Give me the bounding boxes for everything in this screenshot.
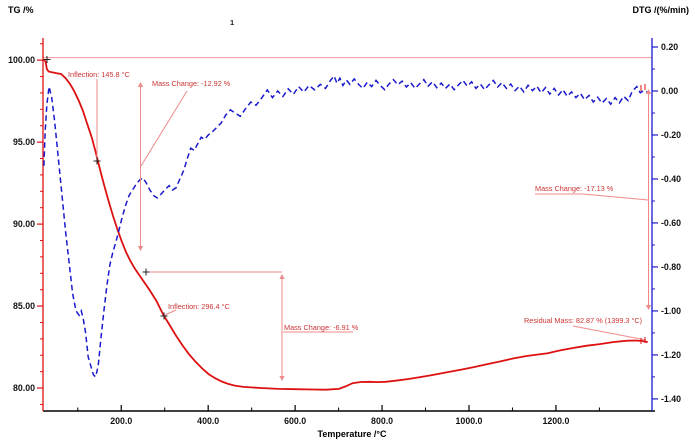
chart-text: -0.60 [661, 218, 681, 228]
chart-text: -0.80 [661, 262, 681, 272]
chart-text: -0.20 [661, 130, 681, 140]
annotation-mass-change-1: Mass Change: -12.92 % [152, 79, 231, 88]
chart-text: 600.0 [284, 416, 306, 426]
chart-text: 0.20 [661, 42, 678, 52]
left-axis-tg: 100.00 95.00 90.00 85.00 80.00 [8, 38, 44, 411]
chart-text: -1.20 [661, 350, 681, 360]
chart-text: 800.0 [371, 416, 393, 426]
tg-curve [43, 58, 648, 391]
annotation-residual-mass: Residual Mass: 82.87 % (1399.3 °C) [524, 316, 642, 325]
chart-text: 100.00 [8, 55, 35, 65]
chart-text: 90.00 [13, 219, 35, 229]
chart-text: 85.00 [13, 301, 35, 311]
chart-text: -1.40 [661, 394, 681, 404]
annotation-inflection-2: Inflection: 296.4 °C [168, 302, 230, 311]
chart-text: 400.0 [197, 416, 219, 426]
curve-number-label: 1 [230, 18, 235, 27]
chart-text: 0.00 [661, 86, 678, 96]
left-axis-title: TG /% [8, 5, 34, 15]
annotation-mass-change-3: Mass Change: -17.13 % [535, 184, 614, 193]
chart-text: -1.00 [661, 306, 681, 316]
chart-text: 1000.0 [456, 416, 483, 426]
chart-text: 1200.0 [542, 416, 569, 426]
annotation-inflection-1: Inflection: 145.8 °C [68, 70, 130, 79]
chart-text: -0.40 [661, 174, 681, 184]
x-axis-title: Temperature /°C [317, 429, 387, 439]
annotations: Inflection: 145.8 °C Mass Change: -12.92 … [43, 56, 652, 381]
right-axis-dtg: 0.20 0.00 -0.20 -0.40 -0.60 -0.80 -1.00 -1.20 -1… [651, 38, 681, 411]
chart-text: 80.00 [13, 383, 35, 393]
chart-text: 200.0 [110, 416, 132, 426]
right-axis-title: DTG /(%/min) [632, 5, 690, 15]
chart-text: 95.00 [13, 137, 35, 147]
x-axis: 200.0 400.0 600.0 800.0 1000.0 1200.0 [43, 405, 655, 426]
annotation-mass-change-2: Mass Change: -6.91 % [284, 323, 359, 332]
